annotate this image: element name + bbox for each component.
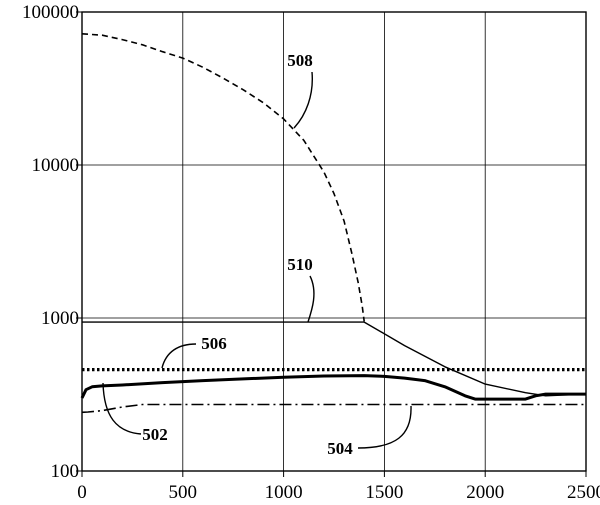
series-layer <box>80 33 587 414</box>
x-tick-label: 2000 <box>466 482 504 503</box>
x-tick-label: 500 <box>169 482 198 503</box>
series-line-502 <box>80 374 586 401</box>
leader-line-502 <box>102 382 142 435</box>
x-tick-label: 1000 <box>265 482 303 503</box>
leader-line-510 <box>307 275 315 323</box>
x-tick-label: 0 <box>77 482 87 503</box>
ref-label-508: 508 <box>287 51 313 70</box>
ref-label-504: 504 <box>327 439 353 458</box>
plot-frame <box>81 11 587 472</box>
grid <box>76 11 587 477</box>
leader-lines <box>102 71 412 449</box>
series-line-510 <box>82 321 587 397</box>
leader-line-508 <box>293 71 313 129</box>
series-line-508 <box>81 33 365 322</box>
ref-label-506: 506 <box>201 334 227 353</box>
leader-line-504 <box>357 405 412 449</box>
y-tick-label: 1000 <box>41 308 79 329</box>
ref-label-502: 502 <box>142 425 168 444</box>
ref-label-510: 510 <box>287 255 313 274</box>
y-tick-label: 10000 <box>32 155 80 176</box>
x-tick-label: 2500 <box>567 482 600 503</box>
labels: 0 500 1000 1500 2000 2500 100 1000 10000 100000 50… <box>22 2 600 503</box>
y-tick-label: 100 <box>51 461 80 482</box>
series-line-504 <box>81 403 586 414</box>
y-tick-label: 100000 <box>22 2 79 23</box>
x-tick-label: 1500 <box>365 482 403 503</box>
leader-line-506 <box>161 343 197 369</box>
